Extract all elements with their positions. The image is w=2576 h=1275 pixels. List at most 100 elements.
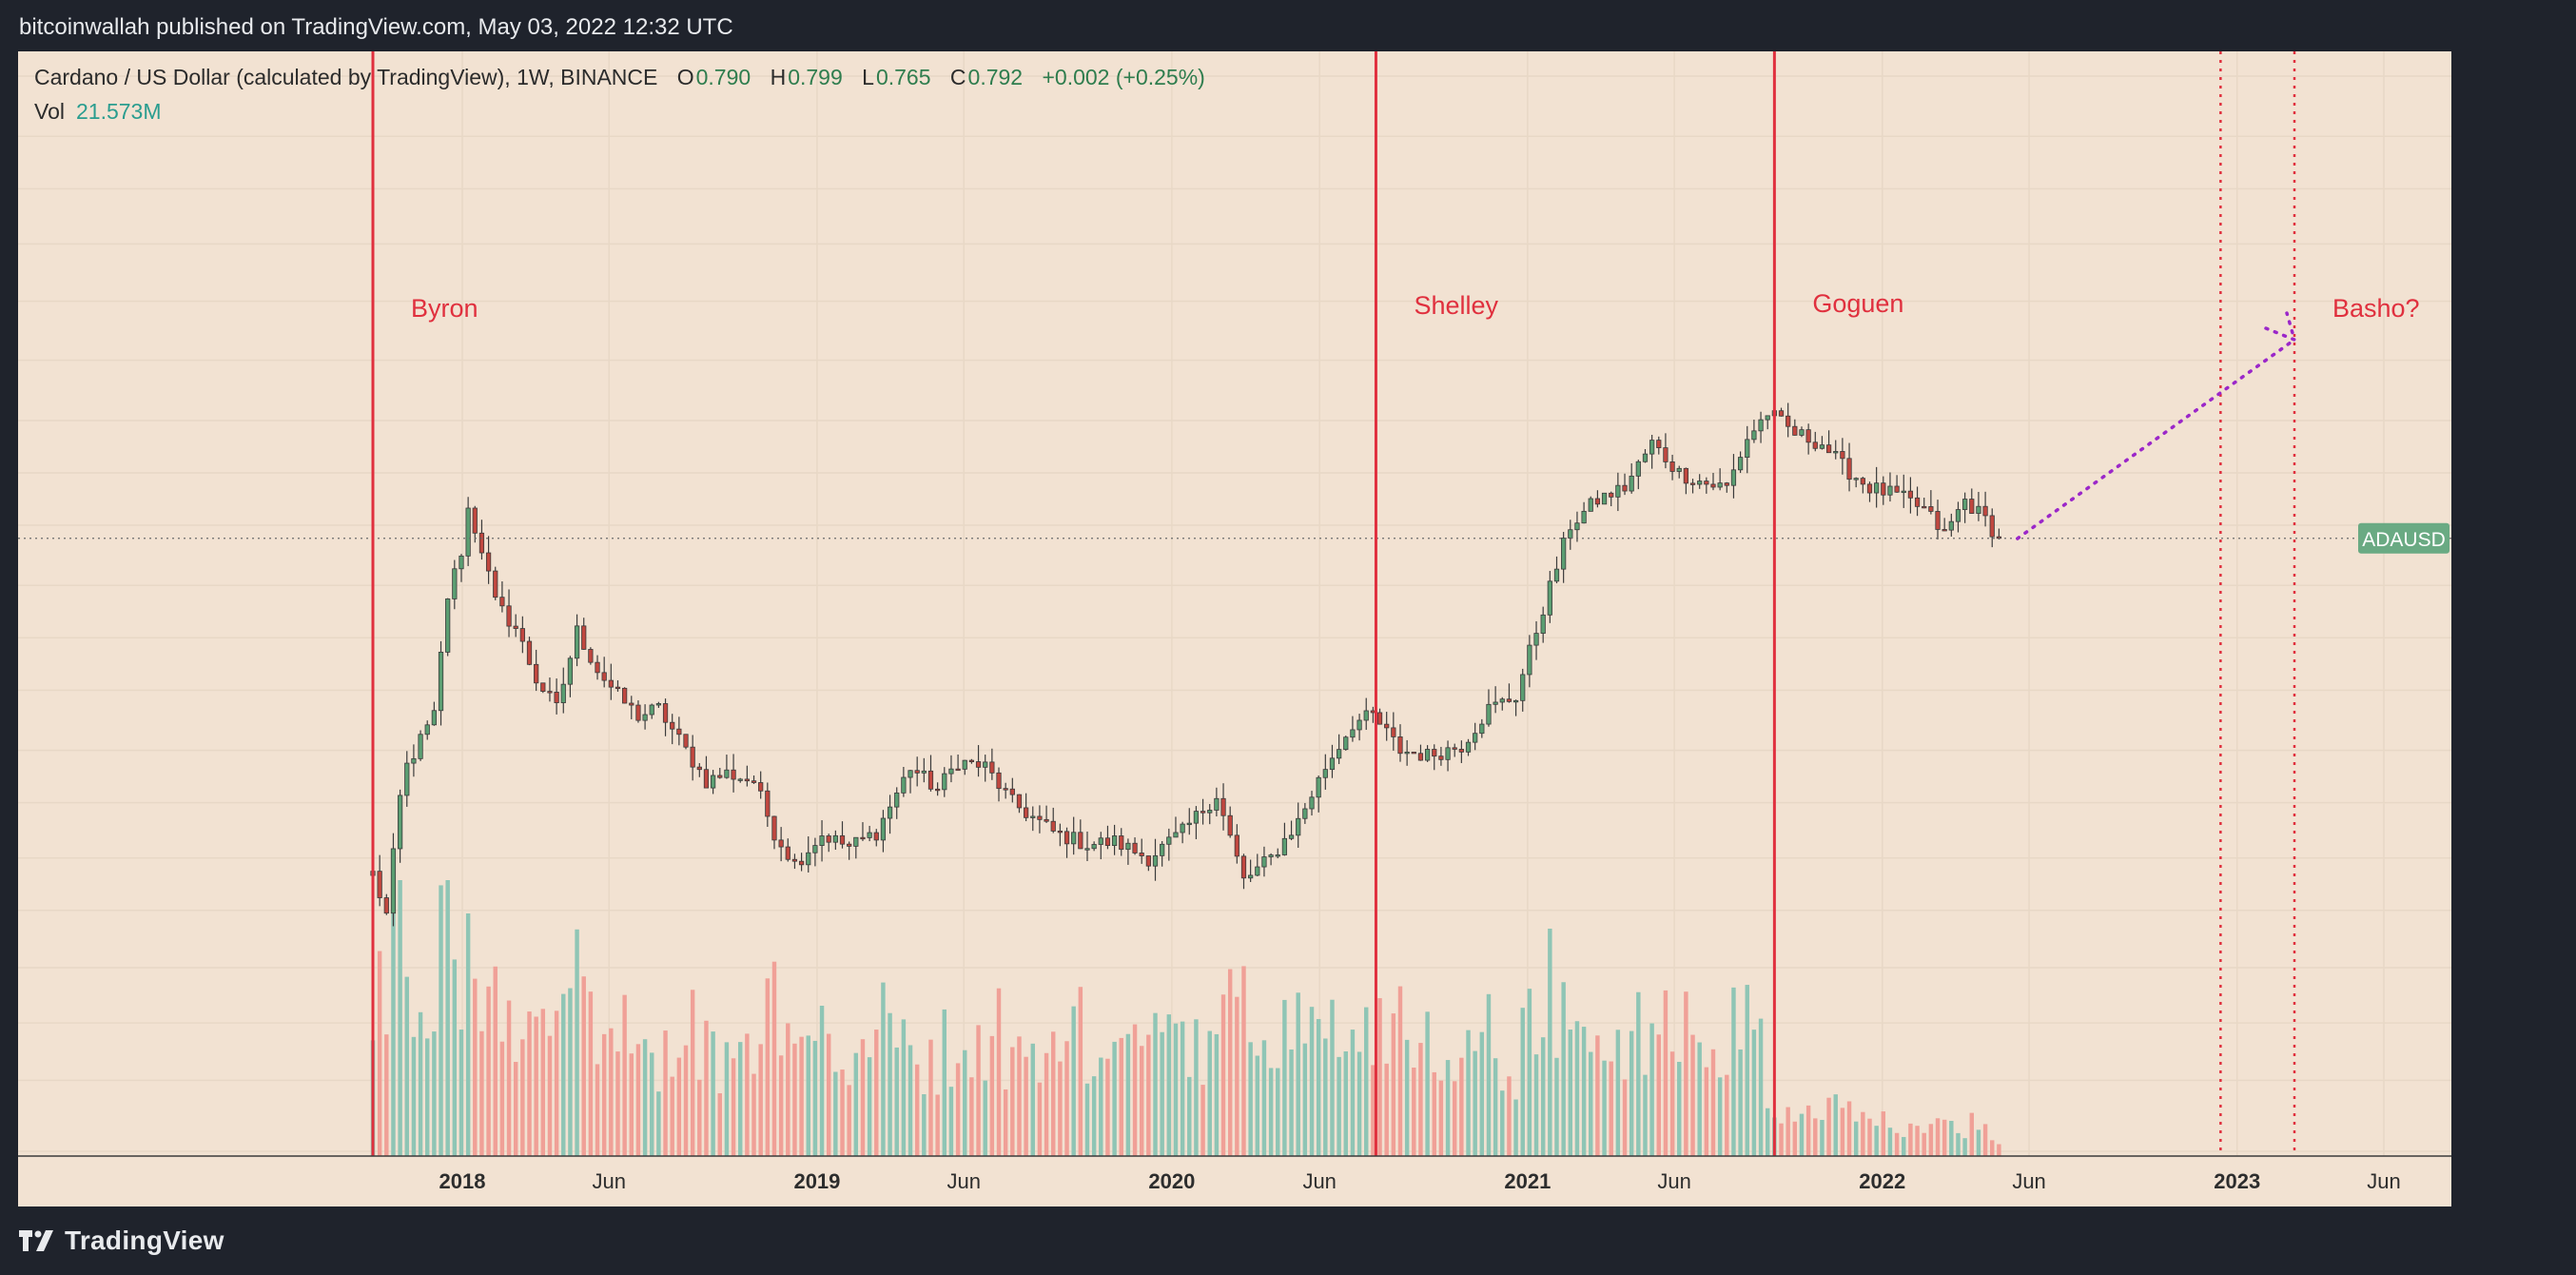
volume-bar <box>989 1035 995 1156</box>
candle-body <box>1411 752 1416 755</box>
volume-bar <box>615 1051 620 1156</box>
volume-bar <box>1017 1036 1022 1156</box>
candle-body <box>1166 836 1172 845</box>
volume-bar <box>1418 1043 1423 1156</box>
candle-body <box>1561 538 1567 570</box>
candle-body <box>1424 749 1431 761</box>
candle-body <box>1037 815 1043 820</box>
vol-value: 21.573M <box>75 99 162 124</box>
candle-body <box>526 640 533 665</box>
volume-bar <box>833 1071 838 1156</box>
candle-body <box>1139 853 1144 856</box>
volume-bar <box>1853 1121 1859 1156</box>
volume-bar <box>1969 1112 1974 1156</box>
candle-body <box>1799 429 1805 436</box>
candle-body <box>567 657 574 685</box>
candle-body <box>1758 419 1764 432</box>
candle-body <box>1751 430 1757 441</box>
candle-body <box>1084 848 1090 851</box>
volume-bar <box>1704 1067 1709 1156</box>
volume-bar <box>1962 1138 1967 1156</box>
volume-bar <box>1669 1051 1675 1156</box>
candle-body <box>1969 499 1975 514</box>
candle-body <box>493 570 498 598</box>
tradingview-logo-icon <box>19 1230 53 1251</box>
candle-body <box>574 625 580 659</box>
candle-body <box>1337 749 1342 759</box>
candle-body <box>1145 855 1151 867</box>
candle-body <box>1792 425 1798 436</box>
candle-body <box>670 721 675 730</box>
candle-body <box>1594 498 1601 505</box>
volume-bar <box>1132 1024 1138 1156</box>
volume-bar <box>1139 1046 1144 1156</box>
volume-bar <box>1663 990 1669 1156</box>
symbol-title: Cardano / US Dollar (calculated by Tradi… <box>34 65 658 89</box>
candle-body <box>485 552 492 572</box>
volume-bar <box>513 1062 518 1156</box>
high-value: 0.799 <box>788 65 843 89</box>
candle-body <box>1281 837 1288 855</box>
volume-bar <box>928 1039 933 1156</box>
volume-bar <box>1840 1108 1845 1156</box>
volume-bar <box>479 1030 484 1156</box>
candle-body <box>873 832 879 841</box>
tradingview-logo[interactable]: TradingView <box>19 1226 224 1256</box>
time-axis[interactable] <box>18 1157 2451 1206</box>
volume-bar <box>819 1005 825 1156</box>
candle-body <box>404 762 410 796</box>
candle-body <box>1642 453 1649 462</box>
candle-body <box>1445 747 1451 760</box>
candle-body <box>901 776 907 794</box>
volume-bar <box>1479 1031 1485 1156</box>
volume-bar <box>983 1080 987 1156</box>
volume-bar <box>1615 1030 1621 1156</box>
candle-body <box>465 507 471 557</box>
candle-body <box>1717 482 1723 488</box>
volume-bar <box>1058 1061 1063 1156</box>
candle-body <box>1697 481 1703 485</box>
volume-bar <box>1099 1057 1103 1156</box>
volume-bar <box>1581 1027 1587 1156</box>
projection-arrowhead <box>2264 311 2297 343</box>
candle-body <box>1745 439 1750 458</box>
candle-body <box>696 766 702 771</box>
volume-bar <box>656 1091 661 1156</box>
candle-body <box>472 507 478 534</box>
low-key: L <box>862 65 874 89</box>
candle-body <box>1948 520 1954 531</box>
volume-bar <box>1677 1061 1682 1156</box>
volume-bar <box>1643 1074 1648 1156</box>
candle-body <box>1479 723 1485 735</box>
candle-body <box>1730 469 1737 486</box>
candle-body <box>927 770 934 790</box>
candle-body <box>383 897 389 914</box>
volume-bar <box>1527 989 1532 1156</box>
candle-body <box>1860 478 1865 485</box>
candle-body <box>424 724 430 736</box>
candle-body <box>1452 747 1457 750</box>
candle-body <box>1833 451 1839 454</box>
volume-bar <box>1356 1051 1362 1156</box>
candle-body <box>452 568 458 599</box>
candle-body <box>1547 580 1552 616</box>
candle-body <box>1009 788 1015 795</box>
volume-bar <box>1084 1083 1090 1156</box>
candle-body <box>1160 843 1165 856</box>
volume-bar <box>1922 1132 1926 1156</box>
volume-bar <box>1146 1034 1151 1156</box>
volume-bar <box>1520 1008 1525 1156</box>
volume-bar <box>806 1035 810 1156</box>
candle-body <box>914 770 920 774</box>
volume-bar <box>1725 1074 1729 1156</box>
candle-body <box>1180 823 1185 834</box>
volume-bar <box>1622 1079 1628 1156</box>
candle-body <box>622 687 628 704</box>
candle-body <box>1417 753 1424 761</box>
volume-bar <box>1697 1042 1702 1156</box>
volume-bar <box>1473 1050 1477 1156</box>
candle-body <box>655 703 662 706</box>
era-label: Goguen <box>1812 289 1903 318</box>
candle-body <box>547 691 553 694</box>
